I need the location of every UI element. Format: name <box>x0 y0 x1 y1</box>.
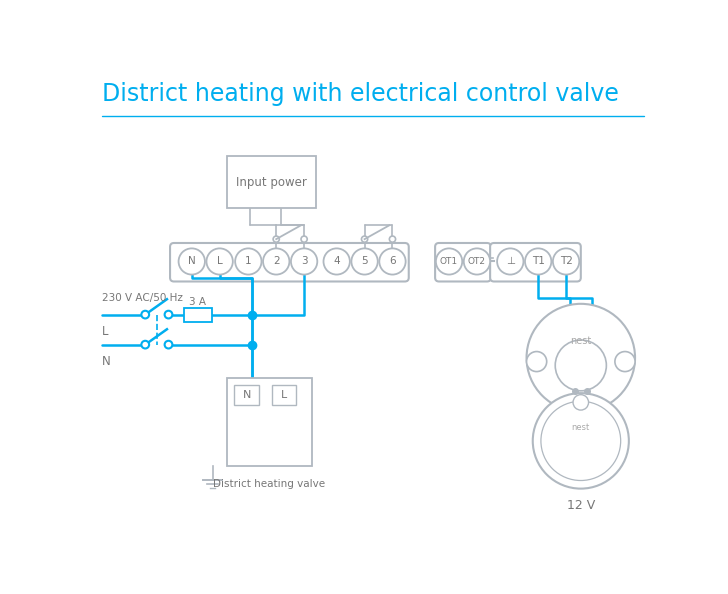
Text: T1: T1 <box>531 257 545 267</box>
Circle shape <box>525 248 551 274</box>
Text: 5: 5 <box>361 257 368 267</box>
Circle shape <box>207 248 233 274</box>
Circle shape <box>533 393 629 489</box>
Circle shape <box>436 248 462 274</box>
Text: 2: 2 <box>273 257 280 267</box>
Circle shape <box>323 248 350 274</box>
FancyBboxPatch shape <box>490 243 581 282</box>
Text: nest: nest <box>571 422 590 431</box>
Circle shape <box>526 352 547 372</box>
Circle shape <box>541 402 621 481</box>
Circle shape <box>352 248 378 274</box>
Text: 3: 3 <box>301 257 307 267</box>
Text: L: L <box>102 325 108 338</box>
Text: District heating with electrical control valve: District heating with electrical control… <box>102 82 619 106</box>
Text: OT2: OT2 <box>468 257 486 266</box>
Text: nest: nest <box>570 336 591 346</box>
FancyBboxPatch shape <box>184 308 212 321</box>
Circle shape <box>273 236 280 242</box>
Text: 12 V: 12 V <box>566 500 595 513</box>
Circle shape <box>555 340 606 391</box>
Circle shape <box>291 248 317 274</box>
Circle shape <box>379 248 405 274</box>
Circle shape <box>141 311 149 318</box>
FancyBboxPatch shape <box>226 378 312 466</box>
Text: N: N <box>242 390 251 400</box>
Circle shape <box>497 248 523 274</box>
Circle shape <box>141 341 149 349</box>
FancyBboxPatch shape <box>435 243 491 282</box>
Text: 6: 6 <box>389 257 396 267</box>
Circle shape <box>165 341 173 349</box>
FancyBboxPatch shape <box>170 243 408 282</box>
Circle shape <box>301 236 307 242</box>
Text: 1: 1 <box>245 257 252 267</box>
Text: T2: T2 <box>560 257 572 267</box>
Text: 230 V AC/50 Hz: 230 V AC/50 Hz <box>102 293 183 304</box>
Text: L: L <box>281 390 287 400</box>
FancyBboxPatch shape <box>226 156 316 208</box>
Circle shape <box>178 248 205 274</box>
Circle shape <box>573 394 588 410</box>
Circle shape <box>526 304 635 412</box>
Text: 4: 4 <box>333 257 340 267</box>
Circle shape <box>362 236 368 242</box>
FancyBboxPatch shape <box>272 386 296 406</box>
Circle shape <box>235 248 261 274</box>
Text: OT1: OT1 <box>440 257 458 266</box>
Circle shape <box>464 248 490 274</box>
Text: Input power: Input power <box>236 176 306 189</box>
Text: District heating valve: District heating valve <box>213 479 325 489</box>
Text: ⊥: ⊥ <box>506 257 515 267</box>
Text: N: N <box>102 355 111 368</box>
Text: 3 A: 3 A <box>189 297 207 307</box>
Circle shape <box>165 311 173 318</box>
Text: N: N <box>188 257 196 267</box>
Circle shape <box>263 248 290 274</box>
Circle shape <box>615 352 635 372</box>
FancyBboxPatch shape <box>234 386 259 406</box>
Text: L: L <box>217 257 223 267</box>
Circle shape <box>389 236 395 242</box>
Circle shape <box>553 248 579 274</box>
